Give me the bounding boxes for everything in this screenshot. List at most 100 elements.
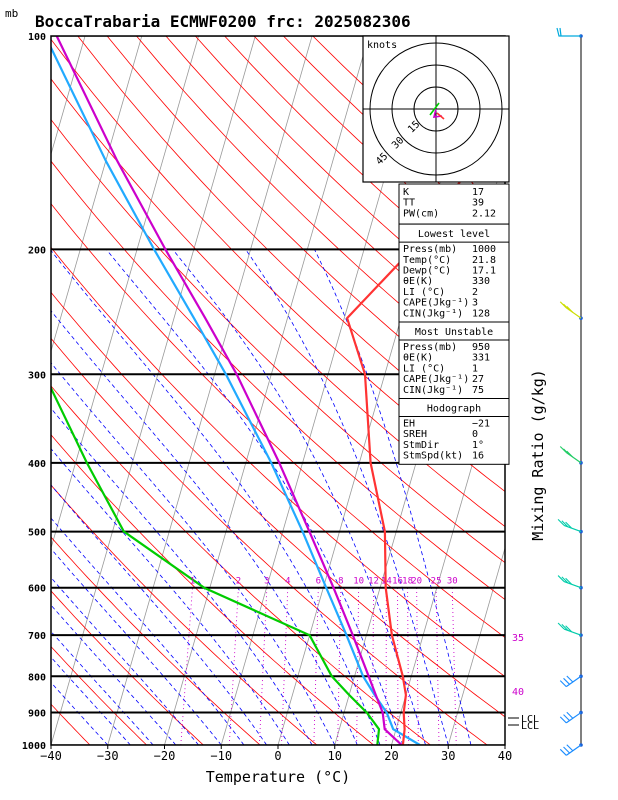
theta-e-label: 40 — [512, 687, 524, 698]
hodograph-title: knots — [367, 40, 397, 51]
wind-barb — [565, 712, 582, 724]
hodograph-trace — [432, 108, 443, 118]
stat-label: LI (°C) — [403, 287, 445, 298]
stat-label: PW(cm) — [403, 208, 439, 219]
stat-value: 1000 — [472, 244, 496, 255]
isotherm-line — [107, 36, 313, 745]
pressure-tick-label: 700 — [28, 631, 46, 642]
wind-barb — [556, 27, 581, 37]
moist-adiabat-line — [51, 656, 131, 745]
mixing-ratio-label: 18 — [402, 577, 413, 587]
stat-value: 3 — [472, 298, 478, 309]
dry-adiabat-line — [51, 434, 374, 745]
wind-barb — [557, 519, 565, 526]
pressure-tick-label: 800 — [28, 672, 46, 683]
moist-adiabat-line — [51, 548, 222, 745]
temperature-tick-label: 0 — [274, 749, 281, 763]
virtual-temperature-trace — [51, 45, 421, 745]
dry-adiabat-line — [106, 36, 505, 425]
mixing-ratio-label: 2 — [236, 577, 241, 587]
hodograph-trace — [436, 112, 445, 120]
pressure-tick-label: 100 — [28, 32, 46, 43]
stat-value: 21.8 — [472, 255, 496, 266]
wind-barb — [563, 677, 570, 685]
stat-label: TT — [403, 198, 415, 209]
pressure-tick-label: 1000 — [22, 741, 46, 752]
theta-e-label: 35 — [512, 633, 524, 644]
stat-value: 331 — [472, 353, 490, 364]
wind-barb — [557, 622, 565, 630]
wind-barb — [566, 744, 574, 752]
stat-label: K — [403, 187, 409, 198]
wind-barb — [559, 27, 562, 37]
moist-adiabat-line — [105, 249, 404, 745]
hodograph-trace — [429, 102, 440, 116]
mixing-ratio-label: 12 — [368, 577, 379, 587]
moist-adiabat-line — [51, 630, 154, 745]
wind-barb — [559, 716, 567, 724]
stat-label: CAPE(Jkg⁻¹) — [403, 298, 469, 309]
moist-adiabat-line — [51, 448, 290, 745]
wind-barb — [566, 450, 574, 458]
isotherm-line — [51, 36, 256, 745]
hodograph-stats-block-box — [398, 398, 510, 465]
lowest-level-block-box — [398, 223, 510, 323]
isotherm-line — [0, 36, 28, 745]
lowest-level-block-header: Lowest level — [418, 229, 490, 240]
moist-adiabat-line — [51, 310, 358, 745]
mixing-ratio-line — [337, 587, 342, 745]
stat-label: EH — [403, 419, 415, 430]
stat-value: 128 — [472, 308, 490, 319]
wind-barb — [566, 675, 574, 683]
wind-barb — [563, 746, 570, 754]
isotherm-line — [447, 546, 505, 745]
isotherm-line — [164, 36, 370, 745]
stat-value: 2 — [472, 287, 478, 298]
dry-adiabat-line — [51, 118, 505, 564]
mixing-ratio-label: 8 — [338, 577, 343, 587]
mixing-ratio-label: 25 — [431, 577, 442, 587]
wind-barb — [559, 680, 567, 688]
wind-barb — [561, 576, 569, 584]
dry-adiabat-line — [51, 590, 204, 745]
y-axis-label: Mixing Ratio (g/kg) — [529, 369, 547, 541]
wind-barb — [559, 301, 567, 309]
moist-adiabat-line — [51, 577, 199, 745]
stat-label: CIN(Jkg⁻¹) — [403, 385, 463, 396]
wind-barb — [561, 520, 569, 528]
stat-value: 1 — [472, 363, 478, 374]
wind-barb — [565, 675, 582, 688]
stat-value: 1° — [472, 440, 484, 451]
stat-label: Temp(°C) — [403, 255, 451, 266]
most-unstable-block-header: Most Unstable — [415, 327, 493, 338]
hodograph-stats-block-header: Hodograph — [427, 404, 481, 415]
pressure-tick-label: 200 — [28, 245, 46, 256]
stat-label: LI (°C) — [403, 363, 445, 374]
stat-label: SREH — [403, 429, 427, 440]
pressure-tick-label: 300 — [28, 370, 46, 381]
wind-barb — [565, 521, 572, 529]
pressure-tick-label: 900 — [28, 709, 46, 720]
dry-adiabat-line — [51, 38, 505, 493]
stat-value: 17.1 — [472, 266, 496, 277]
temperature-tick-label: −30 — [97, 749, 119, 763]
pressure-tick-label: 600 — [28, 584, 46, 595]
wind-barb — [566, 306, 574, 313]
stat-label: StmDir — [403, 440, 439, 451]
dry-adiabat-line — [51, 160, 505, 601]
dewpoint-trace — [51, 385, 381, 745]
temperature-tick-label: −10 — [210, 749, 232, 763]
parcel-trace — [55, 36, 403, 745]
mixing-ratio-label: 14 — [381, 577, 392, 587]
isotherm-line — [562, 36, 618, 745]
stat-value: 39 — [472, 198, 484, 209]
dry-adiabat-line — [51, 645, 147, 745]
mixing-ratio-label: 20 — [411, 577, 422, 587]
wind-barb — [565, 744, 582, 756]
wind-barb — [565, 625, 572, 633]
stat-label: Press(mb) — [403, 342, 457, 353]
wind-barb — [561, 623, 569, 631]
stat-value: 0 — [472, 429, 478, 440]
stat-value: 2.12 — [472, 208, 496, 219]
